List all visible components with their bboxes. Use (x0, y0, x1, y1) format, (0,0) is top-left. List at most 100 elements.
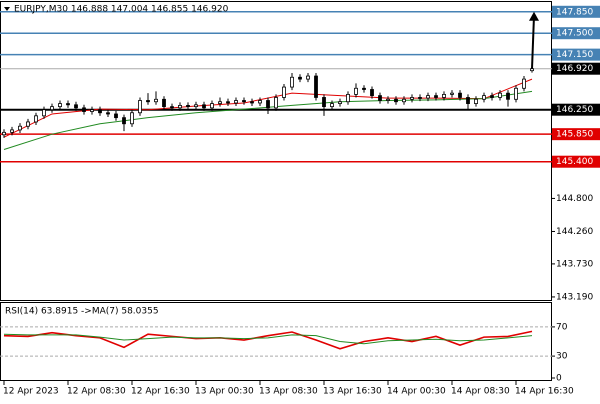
last-price-label: 146.920 (556, 64, 593, 74)
candle-body (218, 101, 222, 104)
candle-body (74, 104, 78, 109)
candle-body (498, 92, 502, 98)
x-tick-label: 14 Apr 08:30 (451, 387, 510, 397)
level-label-box (552, 128, 600, 141)
candle-body (522, 78, 526, 89)
x-tick-label: 14 Apr 16:30 (515, 387, 574, 397)
candle-body (194, 104, 198, 108)
candle-body (490, 95, 494, 98)
y-tick-label: 144.800 (556, 194, 593, 204)
level-label-box (552, 27, 600, 40)
candle-body (154, 98, 158, 103)
candle-body (138, 100, 142, 114)
candle-body (226, 101, 230, 104)
x-tick-label: 14 Apr 00:30 (387, 387, 446, 397)
candle-body (42, 109, 46, 117)
candle-body (114, 113, 118, 119)
candle-body (346, 93, 350, 103)
candle-body (50, 106, 54, 111)
candle-body (474, 98, 478, 104)
candle-body (298, 76, 302, 80)
x-tick-label: 13 Apr 16:30 (323, 387, 382, 397)
level-label-box (552, 48, 600, 61)
candle-body (250, 101, 254, 104)
y-tick-label: 144.260 (556, 227, 593, 237)
candle-body (426, 95, 430, 99)
candle-body (434, 95, 438, 98)
candle-body (34, 115, 38, 123)
x-tick-label: 12 Apr 08:30 (67, 387, 126, 397)
candle-body (178, 105, 182, 109)
candle-body (450, 92, 454, 95)
candle-body (370, 89, 374, 97)
candle-body (338, 101, 342, 104)
candle-body (330, 103, 334, 108)
projection-arrow (531, 15, 535, 69)
candle-body (282, 86, 286, 98)
candle-body (146, 100, 150, 103)
candle-body (162, 98, 166, 108)
x-tick-label: 13 Apr 00:30 (195, 387, 254, 397)
rsi-line (3, 333, 533, 345)
x-tick-label: 13 Apr 08:30 (259, 387, 318, 397)
projection-arrowhead (529, 11, 539, 21)
candle-body (202, 104, 206, 109)
level-label: 147.850 (556, 7, 593, 17)
rsi-panel (0, 302, 552, 381)
candle-body (466, 97, 470, 104)
candle-body (66, 103, 70, 106)
candle-body (82, 107, 86, 112)
candle-body (514, 87, 518, 100)
candle-body (98, 109, 102, 114)
level-label-box (552, 103, 600, 116)
candle-body (130, 112, 134, 125)
candle-body (482, 95, 486, 100)
level-label-box (552, 5, 600, 18)
candle-body (258, 100, 262, 104)
x-tick-label: 12 Apr 16:30 (131, 387, 190, 397)
level-label: 145.850 (556, 130, 593, 140)
level-label: 146.250 (556, 105, 593, 115)
candle-body (530, 68, 534, 72)
candle-body (506, 92, 510, 100)
candle-body (186, 105, 190, 108)
last-price-box (552, 62, 600, 75)
price-panel (0, 1, 552, 301)
candle-body (2, 131, 6, 136)
y-tick-label: 70 (556, 322, 568, 332)
candle-body (26, 121, 30, 127)
candle-body (306, 75, 310, 80)
y-tick-label: 0 (556, 374, 562, 384)
candle-body (10, 129, 14, 133)
candle-body (210, 103, 214, 109)
candle-body (170, 106, 174, 109)
candle-body (274, 97, 278, 109)
candle-body (354, 87, 358, 95)
candle-body (58, 103, 62, 108)
candle-body (410, 97, 414, 100)
level-label: 145.400 (556, 157, 593, 167)
candle-body (90, 109, 94, 112)
candle-body (266, 100, 270, 109)
level-label: 147.500 (556, 29, 593, 39)
candle-body (322, 97, 326, 108)
menu-triangle (4, 7, 10, 11)
candle-body (106, 112, 110, 115)
x-tick-label: 12 Apr 2023 (3, 387, 59, 397)
y-tick-label: 143.730 (556, 259, 593, 269)
candle-body (442, 93, 446, 98)
level-label-box (552, 155, 600, 168)
y-tick-label: 30 (556, 352, 568, 362)
candle-body (378, 95, 382, 101)
chart-title: EURJPY,M30 146.888 147.004 146.855 146.9… (14, 5, 229, 15)
candle-body (234, 100, 238, 104)
candle-body (290, 76, 294, 88)
y-tick-label: 143.190 (556, 292, 593, 302)
candle-body (386, 98, 390, 101)
candle-body (418, 97, 422, 99)
candle-body (242, 100, 246, 103)
candle-body (458, 92, 462, 98)
rsi-title: RSI(14) 63.8915 ->MA(7) 58.0355 (5, 307, 159, 317)
candle-body (314, 75, 318, 98)
